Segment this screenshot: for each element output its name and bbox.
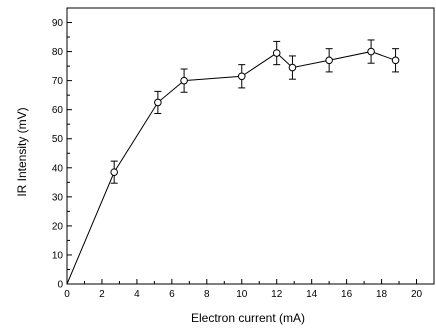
data-point [367,47,375,56]
plot-border [66,7,435,285]
y-tick-label: 40 [52,163,64,174]
x-tick-label: 20 [411,289,423,300]
x-tick-label: 18 [376,289,388,300]
data-point [154,98,162,107]
x-axis-ticks: 0 2 4 6 8 10 12 14 16 18 20 [64,279,423,300]
y-tick-label: 80 [52,47,64,58]
x-tick-label: 2 [99,289,105,300]
series-line [66,51,396,285]
y-tick-label: 10 [52,250,64,261]
x-axis-label: Electron current (mA) [191,311,305,325]
y-tick-label: 50 [52,134,64,145]
data-point [391,56,400,65]
y-tick-label: 60 [52,105,64,116]
data-point [325,56,333,65]
x-tick-label: 8 [204,289,210,300]
x-tick-label: 12 [271,289,283,300]
x-tick-label: 0 [64,289,70,300]
x-tick-label: 10 [236,289,248,300]
y-tick-label: 30 [52,192,64,203]
data-point [288,63,297,72]
data-point [237,72,246,81]
x-tick-label: 6 [169,289,175,300]
x-tick-label: 16 [341,289,353,300]
y-tick-label: 20 [52,221,64,232]
y-tick-label: 0 [57,280,63,291]
plot-frame [66,7,435,285]
y-tick-label: 70 [52,76,64,87]
y-axis-label: IR Intensity (mV) [15,107,29,196]
data-point [272,49,281,57]
series-layer [66,39,400,285]
y-tick-label: 90 [52,18,64,29]
x-tick-label: 14 [306,289,318,300]
y-axis-ticks: 0 10 20 30 40 50 60 70 80 90 [52,7,72,291]
data-point [180,76,188,85]
data-point [110,168,118,176]
x-tick-label: 4 [134,289,140,300]
